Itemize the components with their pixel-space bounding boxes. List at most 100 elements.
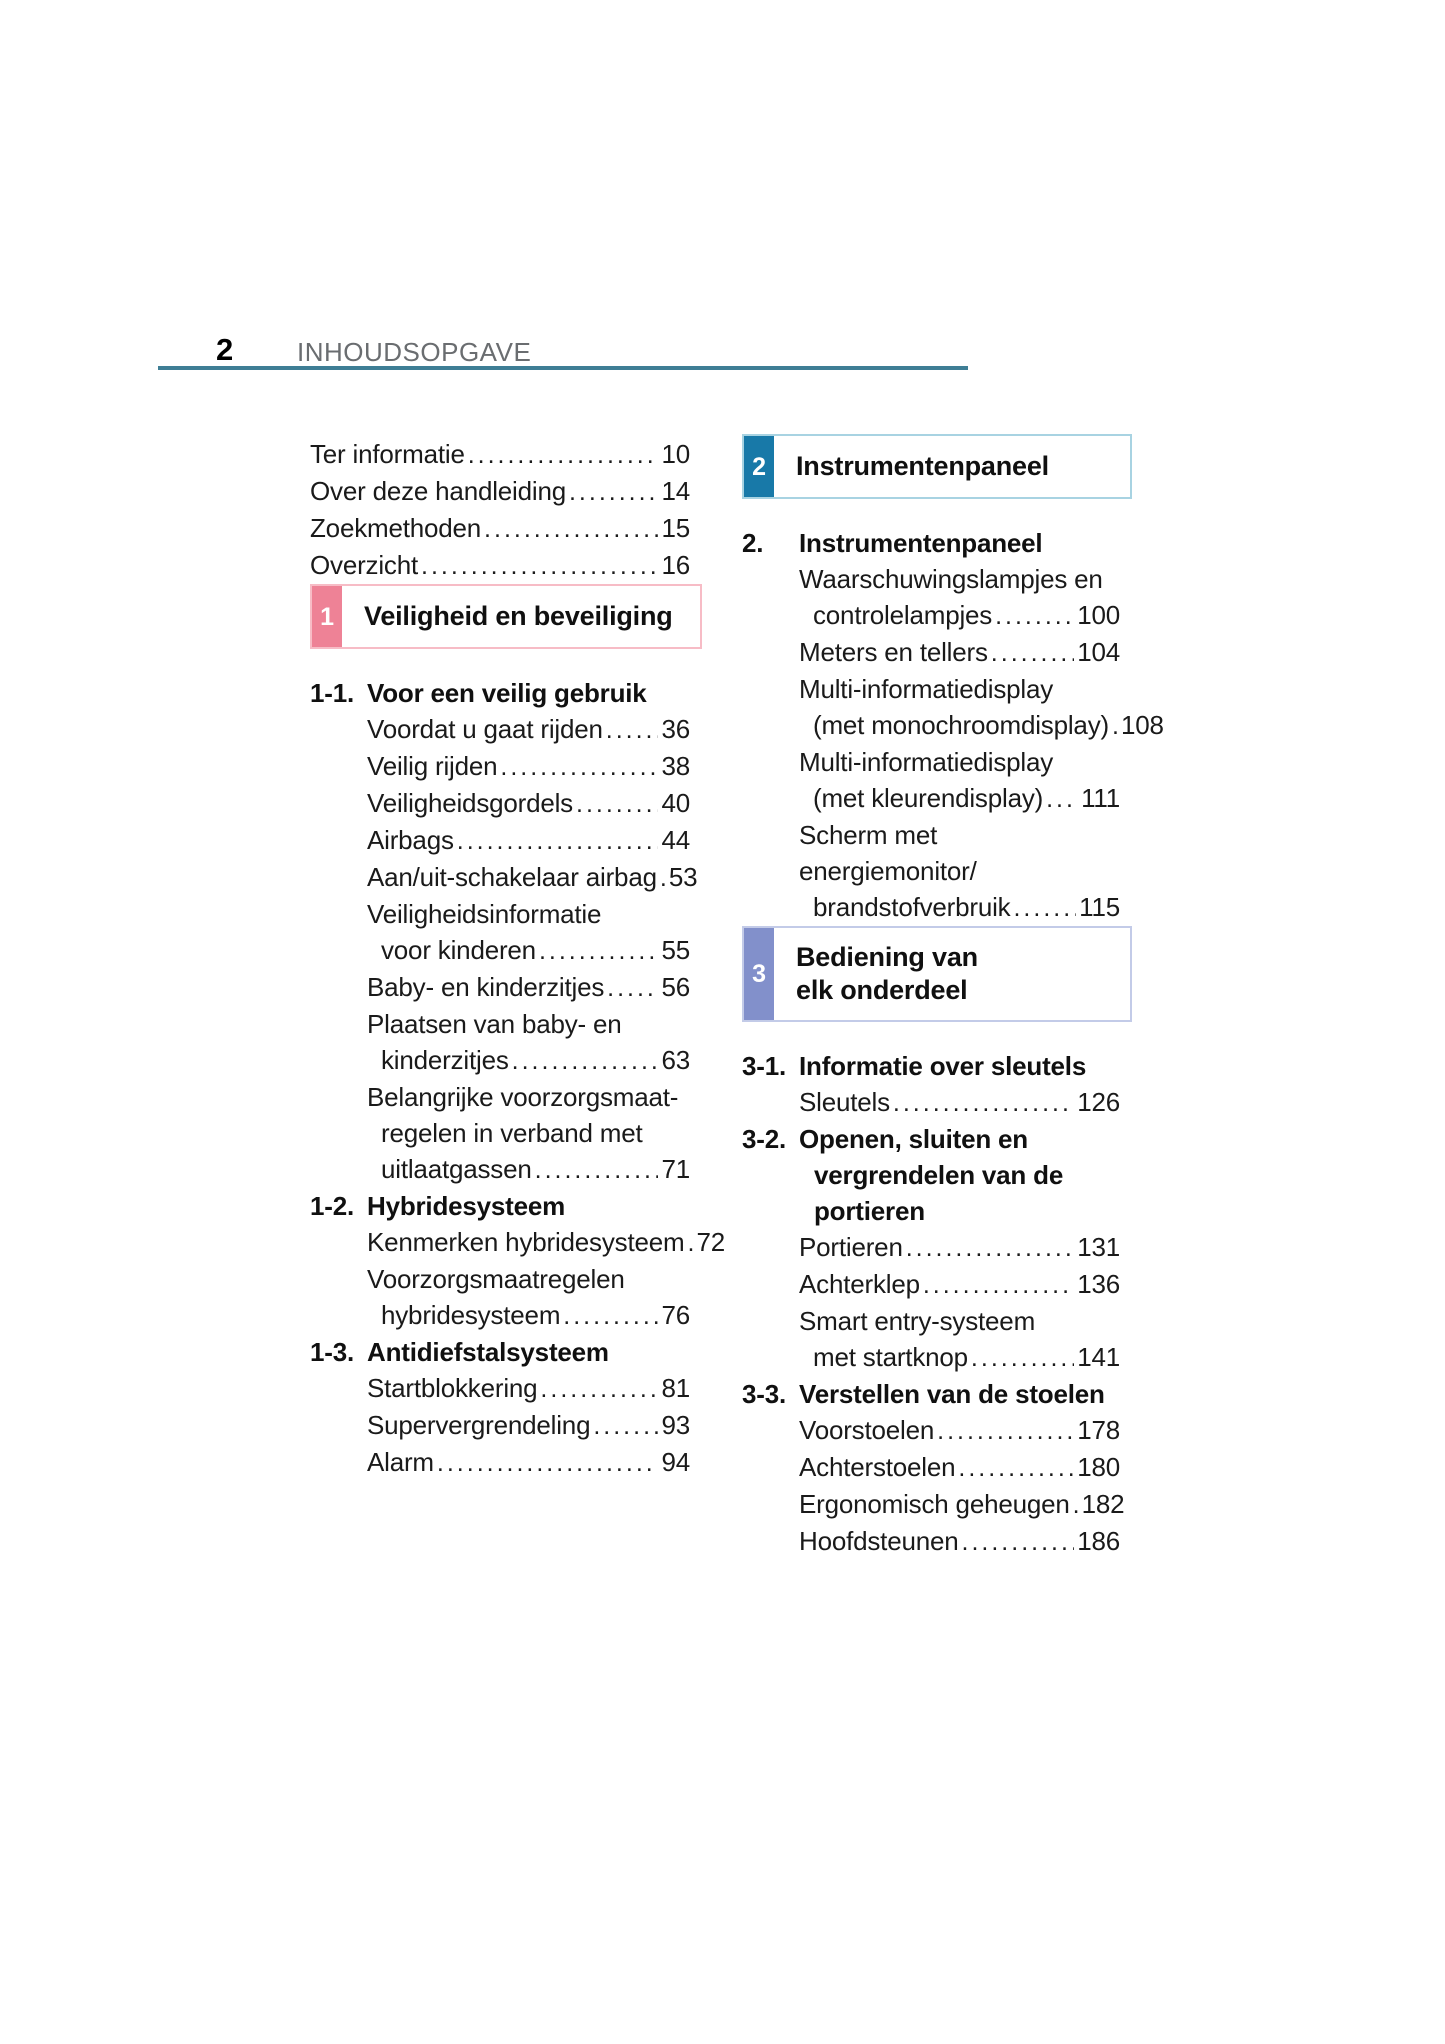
- group-number: 3-2.: [742, 1124, 787, 1154]
- toc-entry: Multi-informatiedisplay (met monochroomdi…: [742, 671, 1164, 744]
- toc-entry: Airbags 44: [310, 822, 702, 859]
- dot-leader: [500, 748, 658, 785]
- dot-leader: [593, 1407, 658, 1444]
- group-heading: 1-2. Hybridesysteem: [310, 1188, 702, 1224]
- toc-entry-row: Airbags 44: [367, 822, 690, 859]
- toc-entry-line: Meters en tellers: [799, 637, 988, 667]
- dot-leader: [576, 785, 658, 822]
- section-box: 3 Bediening van elk onderdeel: [742, 926, 1132, 1022]
- toc-page-number: 141: [1077, 1342, 1120, 1372]
- section-title: Instrumentenpaneel: [774, 436, 1055, 497]
- toc-entry-row: uitlaatgassen 71: [367, 1151, 690, 1188]
- toc-entry: Aan/uit-schakelaar airbag 53: [310, 859, 702, 896]
- group-title: Verstellen van de stoelen: [799, 1376, 1132, 1412]
- toc-entry-row: (met kleurendisplay) 111: [799, 780, 1120, 817]
- group-heading: 1-3. Antidiefstalsysteem: [310, 1334, 702, 1370]
- toc-entry-line: Veilig rijden: [367, 751, 498, 781]
- toc-page-number: 186: [1077, 1526, 1120, 1556]
- toc-entry-line: Startblokkering: [367, 1373, 538, 1403]
- group-title-line: Verstellen van de stoelen: [799, 1379, 1105, 1409]
- dot-leader: [937, 1412, 1074, 1449]
- toc-entry-line: Hoofdsteunen: [799, 1526, 959, 1556]
- toc-entry: Waarschuwingslampjes en controlelampjes 10…: [742, 561, 1132, 634]
- dot-leader: [687, 1224, 693, 1261]
- toc-page-number: 16: [661, 550, 690, 580]
- page-header-title: INHOUDSOPGAVE: [297, 337, 532, 367]
- group-heading: 1-1. Voor een veilig gebruik: [310, 675, 702, 711]
- toc-entry: Veilig rijden 38: [310, 748, 702, 785]
- dot-leader: [923, 1266, 1074, 1303]
- group-number: 1-3.: [310, 1337, 355, 1367]
- group-number: 2.: [742, 528, 764, 558]
- toc-entry-row: Zoekmethoden 15: [310, 510, 690, 547]
- dot-leader: [991, 634, 1074, 671]
- toc-page-number: 115: [1079, 892, 1120, 922]
- toc-entry-row: Overzicht 16: [310, 547, 690, 584]
- section-box: 1 Veiligheid en beveiliging: [310, 584, 702, 649]
- section-title: Bediening van elk onderdeel: [774, 928, 984, 1020]
- section-number-tile: 1: [312, 586, 342, 647]
- toc-entry: Sleutels 126: [742, 1084, 1132, 1121]
- toc-entry-row: brandstofverbruik 115: [799, 889, 1120, 926]
- toc-page-number: 71: [661, 1154, 690, 1184]
- toc-entry-line: voor kinderen: [381, 935, 536, 965]
- toc-page-number: 56: [661, 972, 690, 1002]
- toc-entry-row: Voordat u gaat rijden 36: [367, 711, 690, 748]
- dot-leader: [1073, 1486, 1079, 1523]
- toc-entry-line: uitlaatgassen: [381, 1154, 532, 1184]
- toc-entry-row: Supervergrendeling 93: [367, 1407, 690, 1444]
- group-title: Informatie over sleutels: [799, 1048, 1132, 1084]
- header-rule: [158, 366, 968, 370]
- toc-page-number: 93: [661, 1410, 690, 1440]
- toc-entry-line: Achterklep: [799, 1269, 920, 1299]
- section-title: Veiligheid en beveiliging: [342, 586, 679, 647]
- toc-entry-line: Overzicht: [310, 550, 419, 580]
- dot-leader: [539, 932, 659, 969]
- toc-entry: Veiligheidsgordels 40: [310, 785, 702, 822]
- group-title: Hybridesysteem: [367, 1188, 702, 1224]
- toc-entry-line: Veiligheidsinformatie: [367, 899, 602, 929]
- group-number: 3-3.: [742, 1379, 787, 1409]
- toc-entry: Hoofdsteunen 186: [742, 1523, 1132, 1560]
- toc-entry: Kenmerken hybridesysteem 72: [310, 1224, 725, 1261]
- toc-entry-row: Achterklep 136: [799, 1266, 1120, 1303]
- toc-entry: Supervergrendeling 93: [310, 1407, 702, 1444]
- section-number-tile: 2: [744, 436, 774, 497]
- group-title: Voor een veilig gebruik: [367, 675, 702, 711]
- group-title-line: Hybridesysteem: [367, 1191, 566, 1221]
- toc-entry: Achterklep 136: [742, 1266, 1132, 1303]
- dot-leader: [563, 1297, 658, 1334]
- dot-leader: [1046, 780, 1078, 817]
- group-number: 1-1.: [310, 678, 355, 708]
- toc-entry: Meters en tellers 104: [742, 634, 1132, 671]
- toc-entry: Baby- en kinderzitjes 56: [310, 969, 702, 1006]
- dot-leader: [995, 597, 1074, 634]
- dot-leader: [468, 436, 659, 473]
- toc-entry: Voorstoelen 178: [742, 1412, 1132, 1449]
- group-title-line: portieren: [814, 1196, 925, 1226]
- toc-entry-row: Hoofdsteunen 186: [799, 1523, 1120, 1560]
- group-heading: 3-1. Informatie over sleutels: [742, 1048, 1132, 1084]
- group-title-line: Voor een veilig gebruik: [367, 678, 647, 708]
- toc-page-number: 76: [661, 1300, 690, 1330]
- toc-entry-row: met startknop 141: [799, 1339, 1120, 1376]
- toc-page-number: 81: [661, 1373, 690, 1403]
- dot-leader: [457, 822, 659, 859]
- toc-entry-row: Alarm 94: [367, 1444, 690, 1481]
- toc-page-number: 55: [661, 935, 690, 965]
- toc-entry-line: Plaatsen van baby- en: [367, 1009, 622, 1039]
- dot-leader: [906, 1229, 1075, 1266]
- toc-page-number: 182: [1081, 1489, 1125, 1519]
- group-title-line: Instrumentenpaneel: [799, 528, 1043, 558]
- group-title-line: Informatie over sleutels: [799, 1051, 1087, 1081]
- toc-entry-row: Kenmerken hybridesysteem 72: [367, 1224, 725, 1261]
- group-title-line: Openen, sluiten en: [799, 1124, 1028, 1154]
- toc-entry-row: (met monochroomdisplay) 108: [799, 707, 1164, 744]
- toc-entry-line: Portieren: [799, 1232, 903, 1262]
- toc-entry-line: Belangrijke voorzorgsmaat-: [367, 1082, 679, 1112]
- dot-leader: [1013, 889, 1076, 926]
- toc-entry-line: Ter informatie: [310, 439, 465, 469]
- dot-leader: [958, 1449, 1074, 1486]
- toc-entry-row: controlelampjes 100: [799, 597, 1120, 634]
